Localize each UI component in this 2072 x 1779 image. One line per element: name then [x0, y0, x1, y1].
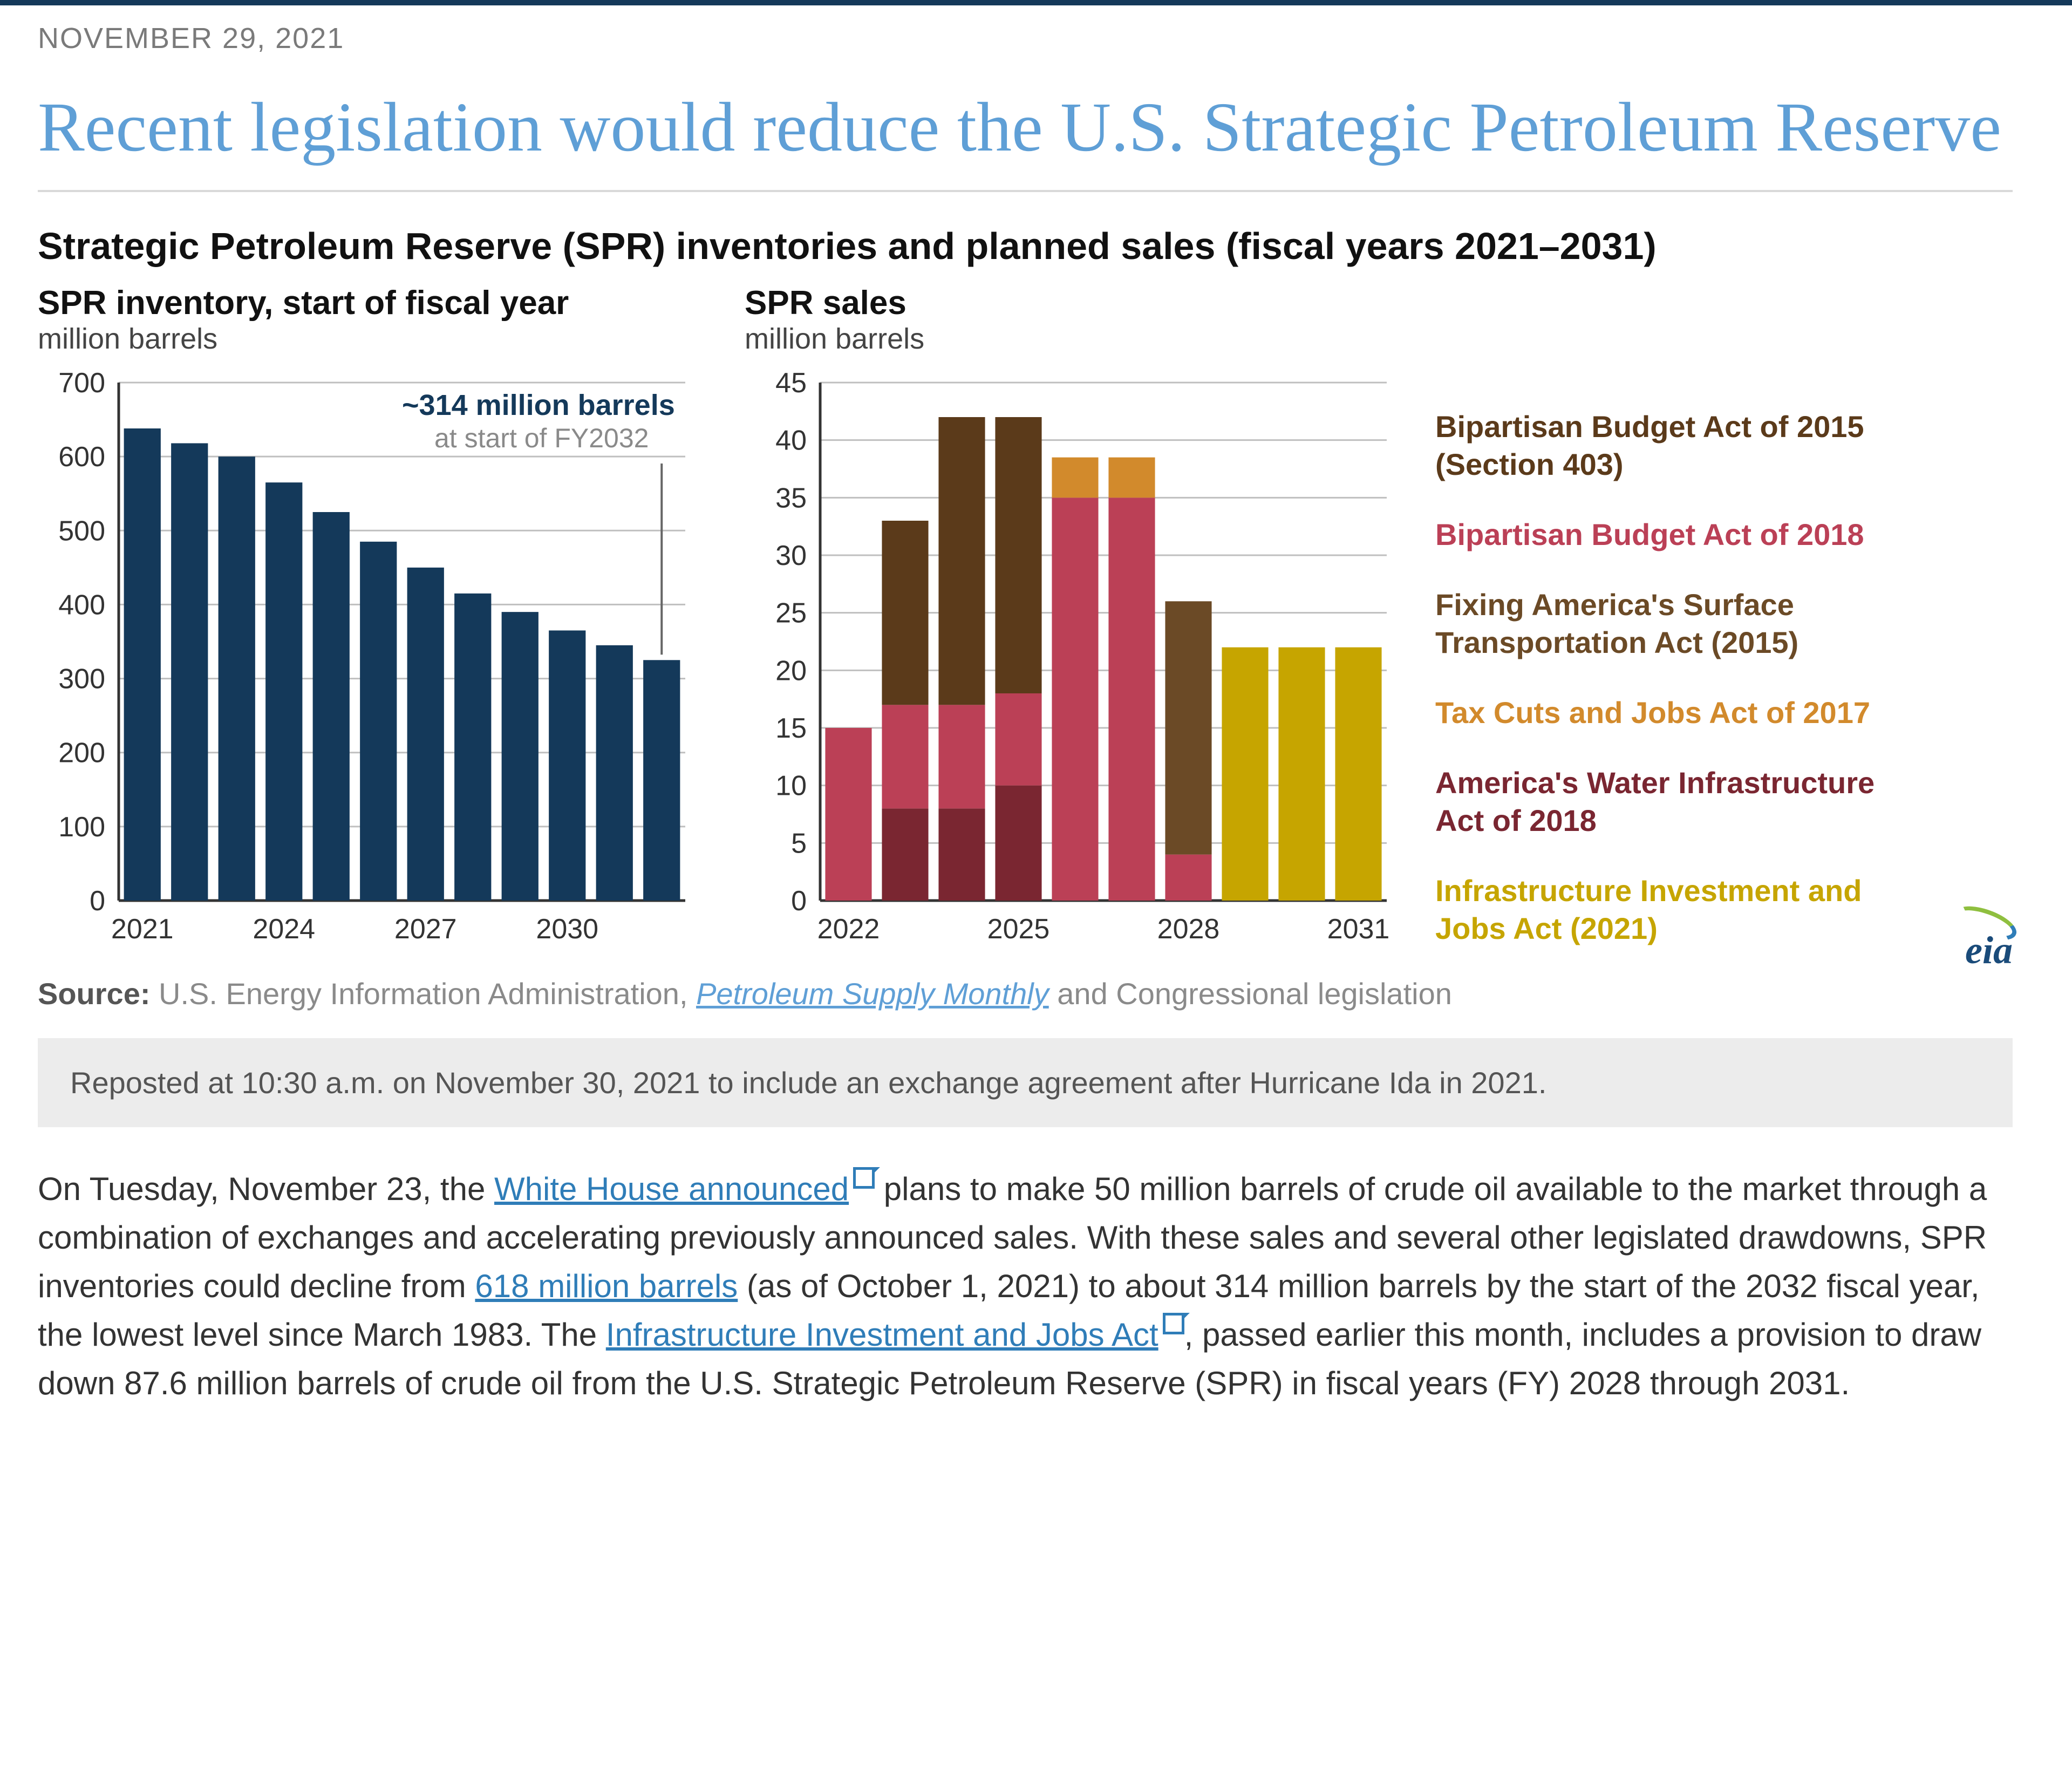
svg-text:20: 20 [775, 655, 807, 686]
source-text-b: and Congressional legislation [1049, 977, 1452, 1011]
svg-text:2024: 2024 [253, 914, 315, 945]
link-whitehouse[interactable]: White House announced [494, 1171, 875, 1207]
svg-text:200: 200 [58, 737, 105, 768]
legend-item-awia: America's Water Infrastructure Act of 20… [1435, 764, 1921, 840]
divider [38, 190, 2013, 192]
link-618mb[interactable]: 618 million barrels [475, 1268, 738, 1304]
eia-logo: eia [1965, 926, 2013, 974]
svg-text:600: 600 [58, 441, 105, 473]
chart1-subtitle: SPR inventory, start of fiscal year [38, 284, 707, 322]
legend-item-bba15: Bipartisan Budget Act of 2015 (Section 4… [1435, 408, 1921, 483]
article-headline: Recent legislation would reduce the U.S.… [38, 87, 2013, 168]
svg-text:0: 0 [791, 885, 807, 917]
svg-text:25: 25 [775, 597, 807, 629]
chart1-units: million barrels [38, 322, 707, 356]
svg-text:15: 15 [775, 713, 807, 744]
svg-text:300: 300 [58, 663, 105, 694]
body-paragraph: On Tuesday, November 23, the White House… [38, 1165, 2013, 1408]
legend-item-tcja: Tax Cuts and Jobs Act of 2017 [1435, 694, 1921, 732]
source-label: Source: [38, 977, 151, 1011]
svg-text:2021: 2021 [111, 914, 174, 945]
chart2-units: million barrels [745, 322, 1398, 356]
svg-text:2022: 2022 [817, 914, 880, 945]
svg-text:35: 35 [775, 482, 807, 514]
svg-text:0: 0 [90, 885, 105, 917]
svg-text:2028: 2028 [1157, 914, 1220, 945]
chart-sales: SPR sales million barrels 05101520253035… [745, 284, 1398, 960]
svg-text:2030: 2030 [536, 914, 598, 945]
legend-item-fast: Fixing America's Surface Transportation … [1435, 586, 1921, 662]
svg-text:2031: 2031 [1327, 914, 1390, 945]
svg-text:at start of FY2032: at start of FY2032 [434, 423, 649, 453]
svg-text:2027: 2027 [394, 914, 457, 945]
svg-text:~314 million barrels: ~314 million barrels [402, 389, 675, 421]
legend-item-iija: Infrastructure Investment and Jobs Act (… [1435, 872, 1921, 948]
source-text-a: U.S. Energy Information Administration, [151, 977, 697, 1011]
body-t1: On Tuesday, November 23, the [38, 1171, 494, 1207]
external-link-icon [1163, 1313, 1184, 1334]
article-date: NOVEMBER 29, 2021 [38, 22, 2013, 55]
svg-text:30: 30 [775, 540, 807, 571]
svg-text:45: 45 [775, 367, 807, 399]
svg-text:10: 10 [775, 770, 807, 801]
repost-note: Reposted at 10:30 a.m. on November 30, 2… [38, 1038, 2013, 1127]
legend-item-bba18: Bipartisan Budget Act of 2018 [1435, 516, 1921, 554]
svg-text:400: 400 [58, 589, 105, 621]
link-iija[interactable]: Infrastructure Investment and Jobs Act [606, 1317, 1184, 1353]
svg-text:100: 100 [58, 811, 105, 842]
chart1-svg: 0 100 200 300 400 500 600 700 2021 2024 2027 2030 ~3… [38, 366, 707, 960]
svg-text:5: 5 [791, 828, 807, 859]
chart2-subtitle: SPR sales [745, 284, 1398, 322]
chart-inventory: SPR inventory, start of fiscal year mill… [38, 284, 707, 960]
chart-legend: Bipartisan Budget Act of 2015 (Section 4… [1435, 284, 2013, 948]
svg-text:500: 500 [58, 515, 105, 547]
svg-text:700: 700 [58, 367, 105, 399]
source-line: Source: U.S. Energy Information Administ… [38, 976, 2013, 1011]
svg-text:40: 40 [775, 425, 807, 456]
svg-text:2025: 2025 [987, 914, 1050, 945]
source-link[interactable]: Petroleum Supply Monthly [696, 977, 1049, 1011]
chart-block-title: Strategic Petroleum Reserve (SPR) invent… [38, 224, 2013, 268]
chart2-svg: 0510152025303540452022202520282031 [745, 366, 1398, 960]
external-link-icon [853, 1167, 875, 1189]
